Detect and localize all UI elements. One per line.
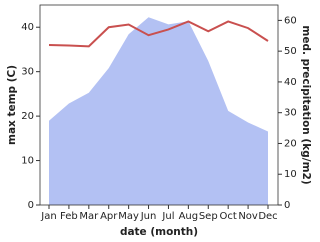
y2-tick-label: 30	[284, 108, 297, 119]
x-tick-label: Mar	[79, 211, 99, 222]
x-axis-label: date (month)	[120, 226, 198, 238]
x-tick-label: Sep	[199, 211, 218, 222]
y2-axis-label: med. precipitation (kg/m2)	[300, 25, 312, 184]
x-tick-label: Dec	[258, 211, 277, 222]
y2-tick-label: 20	[284, 138, 297, 149]
y-tick-label: 10	[21, 156, 34, 167]
y-tick-label: 0	[28, 200, 34, 211]
x-tick-label: Apr	[100, 211, 118, 222]
y2-tick-label: 50	[284, 46, 297, 57]
x-tick-label: Jul	[161, 211, 174, 222]
x-tick-label: May	[118, 211, 139, 222]
y-tick-label: 30	[21, 67, 34, 78]
y-tick-label: 40	[21, 22, 34, 33]
x-tick-label: Jun	[140, 211, 157, 222]
y2-tick-label: 10	[284, 169, 297, 180]
y-axis-label: max temp (C)	[6, 65, 18, 145]
x-tick-label: Oct	[220, 211, 237, 222]
y2-tick-label: 40	[284, 77, 297, 88]
y-tick-label: 20	[21, 111, 34, 122]
plot-frame	[39, 4, 279, 206]
x-tick-label: Aug	[179, 211, 199, 222]
area	[49, 17, 268, 205]
x-tick-label: Feb	[60, 211, 78, 222]
x-tick-label: Nov	[238, 211, 258, 222]
y2-tick-label: 0	[284, 200, 290, 211]
line	[48, 20, 269, 48]
y2-tick-label: 60	[284, 15, 297, 26]
x-tick-label: Jan	[40, 211, 56, 222]
